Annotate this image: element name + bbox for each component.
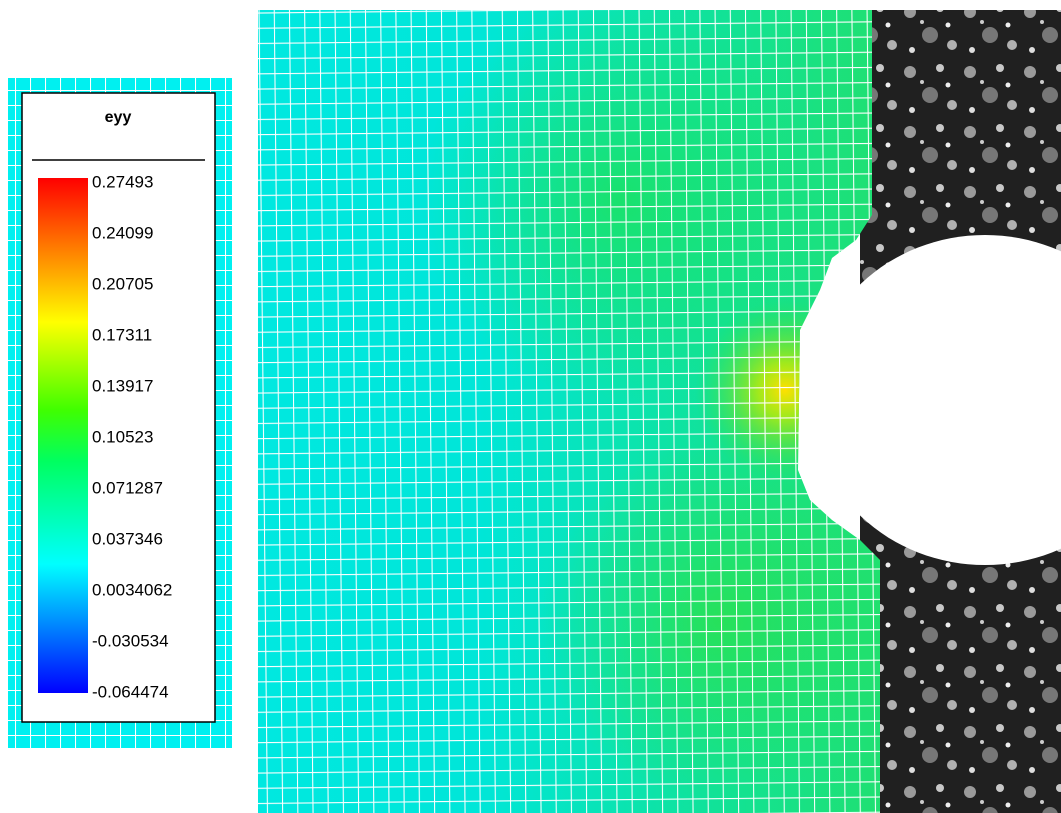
colorbar-label: 0.0034062 xyxy=(92,580,172,599)
colorbar-label: -0.030534 xyxy=(92,631,169,650)
colorbar-label: 0.071287 xyxy=(92,478,163,497)
colorbar-label: 0.10523 xyxy=(92,427,153,446)
colorbar-label: 0.24099 xyxy=(92,223,153,242)
colorbar-label: 0.037346 xyxy=(92,529,163,548)
colorbar-title: eyy xyxy=(105,109,132,126)
colorbar-label: 0.20705 xyxy=(92,274,153,293)
colorbar-label: 0.17311 xyxy=(92,325,152,344)
colorbar-panel: eyy xyxy=(8,78,232,748)
colorbar-label: -0.064474 xyxy=(92,682,169,701)
colorbar-label: 0.13917 xyxy=(92,376,153,395)
strain-field xyxy=(258,10,880,813)
hole xyxy=(810,235,1061,565)
colorbar xyxy=(38,178,88,693)
colorbar-label: 0.27493 xyxy=(92,172,153,191)
